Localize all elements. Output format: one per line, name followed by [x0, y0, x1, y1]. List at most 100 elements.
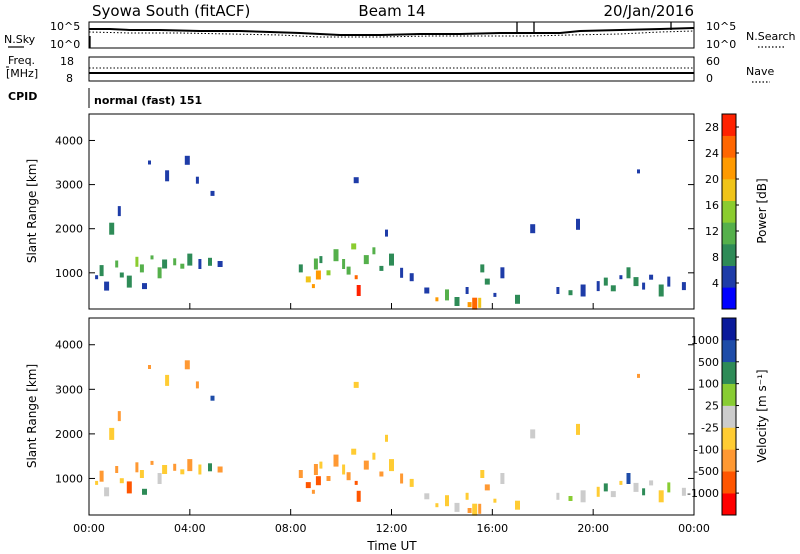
noise-right-bottom-tick: 10^0 [706, 38, 736, 51]
velocity-data-mark [148, 365, 151, 369]
velocity-data-mark [372, 452, 376, 460]
noise-panel-frame [88, 21, 695, 49]
velocity-colorbar-frame [721, 317, 737, 516]
power-x-ticks [88, 303, 695, 309]
velocity-y-tick-label: 4000 [55, 339, 83, 352]
velocity-data-mark [389, 459, 394, 472]
velocity-data-mark [313, 464, 318, 475]
velocity-data-mark [580, 490, 586, 503]
power-data-mark [208, 257, 212, 266]
power-data-mark [356, 285, 361, 296]
velocity-colorbar-swatch [722, 471, 736, 494]
power-data-mark [500, 267, 505, 279]
power-colorbar-label: Power [dB] [755, 178, 769, 243]
velocity-data-mark [326, 476, 331, 481]
velocity-x-tick-label: 08:00 [275, 522, 307, 535]
velocity-data-mark [400, 473, 404, 484]
velocity-data-mark [603, 483, 608, 492]
power-data-mark [379, 265, 384, 271]
freq-label-line1: Freq. [8, 54, 35, 67]
velocity-data-mark [379, 471, 384, 477]
velocity-x-tick-label: 00:00 [73, 522, 105, 535]
velocity-data-mark [126, 481, 132, 494]
power-data-mark [142, 283, 147, 290]
velocity-data-mark [409, 478, 414, 487]
velocity-data-mark [180, 469, 185, 475]
power-data-mark [346, 266, 351, 275]
power-panel: 1000 2000 3000 4000 Slant Range [km] 4 8 12 16… [25, 113, 769, 310]
power-data-mark [445, 289, 449, 301]
power-data-mark [99, 265, 104, 277]
power-scatter-marks [95, 155, 686, 310]
velocity-data-mark [184, 360, 190, 370]
velocity-data-mark [210, 395, 215, 401]
power-data-mark [150, 255, 154, 260]
velocity-data-mark [649, 480, 654, 486]
velocity-x-tick-label: 20:00 [577, 522, 609, 535]
power-data-mark [435, 297, 439, 302]
power-y-tick-label: 4000 [55, 134, 83, 147]
velocity-data-mark [576, 423, 580, 435]
power-data-mark [637, 169, 640, 174]
power-data-mark [305, 276, 311, 283]
power-colorbar-tick-label: 8 [712, 251, 719, 264]
velocity-x-tick-label: 04:00 [174, 522, 206, 535]
power-colorbar-swatch [722, 244, 736, 266]
power-data-mark [478, 297, 482, 308]
velocity-data-mark [385, 434, 388, 442]
power-data-mark [126, 275, 132, 288]
noise-search-trace [88, 30, 695, 38]
velocity-x-tick-label: 12:00 [376, 522, 408, 535]
power-data-mark [556, 287, 560, 294]
velocity-data-mark [484, 484, 490, 491]
power-data-mark [173, 258, 177, 266]
noise-sky-trace [89, 27, 695, 36]
power-data-mark [626, 267, 631, 279]
power-data-mark [157, 267, 162, 279]
power-data-mark [409, 273, 414, 282]
power-colorbar-tick-label: 16 [705, 199, 719, 212]
radar-title: Syowa South (fitACF) [92, 2, 250, 20]
power-data-mark [649, 274, 654, 280]
freq-left-top-tick: 18 [60, 55, 74, 68]
velocity-data-mark [424, 493, 430, 500]
velocity-colorbar-tick-label: 1000 [691, 334, 719, 347]
velocity-colorbar-tick-label: 100 [698, 378, 719, 391]
velocity-data-mark [356, 490, 361, 502]
velocity-data-mark [472, 503, 478, 516]
power-data-mark [363, 255, 369, 265]
velocity-data-mark [633, 482, 639, 492]
velocity-data-mark [351, 448, 357, 455]
power-data-mark [311, 284, 315, 289]
velocity-data-mark [119, 478, 124, 484]
power-colorbar: 4 8 12 16 20 24 28 [705, 113, 739, 310]
velocity-data-mark [465, 492, 469, 500]
velocity-data-mark [596, 486, 600, 497]
power-data-mark [667, 276, 671, 287]
velocity-x-ticks: 00:00 04:00 08:00 12:00 16:00 20:00 00:00 [73, 509, 710, 535]
power-data-mark [298, 264, 303, 273]
power-data-mark [95, 275, 99, 280]
power-colorbar-swatch [722, 265, 736, 288]
power-colorbar-swatch [722, 222, 736, 245]
velocity-data-mark [346, 472, 351, 481]
velocity-data-mark [642, 488, 646, 496]
power-data-mark [484, 278, 490, 285]
power-data-mark [568, 290, 573, 296]
power-data-mark [313, 258, 318, 270]
noise-right-top-tick: 10^5 [706, 20, 736, 33]
power-colorbar-swatch [722, 114, 736, 136]
velocity-colorbar-swatch [722, 427, 736, 450]
velocity-y-tick-label: 3000 [55, 383, 83, 396]
velocity-colorbar-tick-label: 500 [698, 356, 719, 369]
velocity-data-mark [515, 500, 520, 510]
velocity-data-mark [142, 488, 147, 495]
velocity-data-mark [353, 381, 359, 388]
velocity-data-mark [115, 466, 119, 473]
velocity-colorbar-swatch [722, 318, 736, 341]
velocity-data-mark [637, 373, 640, 378]
power-colorbar-tick-label: 4 [712, 277, 719, 290]
velocity-data-mark [217, 466, 223, 473]
power-data-mark [109, 222, 115, 235]
power-colorbar-tick-label: 24 [705, 147, 719, 160]
